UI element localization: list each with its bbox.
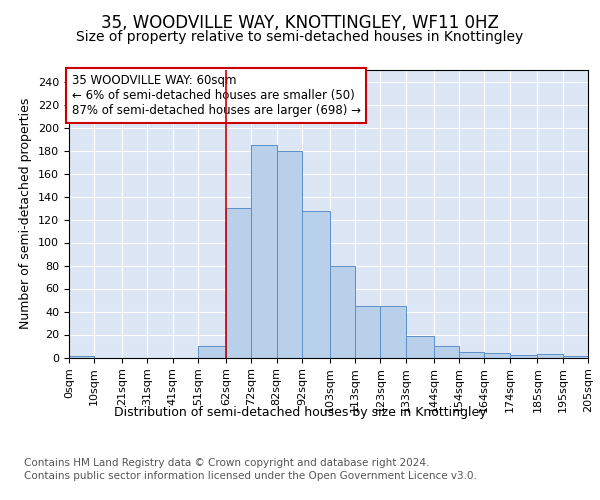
Text: 35, WOODVILLE WAY, KNOTTINGLEY, WF11 0HZ: 35, WOODVILLE WAY, KNOTTINGLEY, WF11 0HZ — [101, 14, 499, 32]
Bar — [330, 266, 355, 358]
Bar — [459, 352, 484, 358]
Bar — [484, 353, 509, 358]
Text: Contains public sector information licensed under the Open Government Licence v3: Contains public sector information licen… — [24, 471, 477, 481]
Bar — [226, 208, 251, 358]
Bar — [406, 336, 434, 357]
Bar — [355, 306, 380, 358]
Bar — [198, 346, 226, 358]
Bar — [251, 145, 277, 358]
Bar — [302, 212, 330, 358]
Text: Contains HM Land Registry data © Crown copyright and database right 2024.: Contains HM Land Registry data © Crown c… — [24, 458, 430, 468]
Bar — [509, 355, 538, 358]
Bar — [434, 346, 459, 358]
Text: Distribution of semi-detached houses by size in Knottingley: Distribution of semi-detached houses by … — [113, 406, 487, 419]
Y-axis label: Number of semi-detached properties: Number of semi-detached properties — [19, 98, 32, 330]
Bar — [277, 150, 302, 358]
Bar — [538, 354, 563, 358]
Bar — [563, 356, 588, 358]
Text: 35 WOODVILLE WAY: 60sqm
← 6% of semi-detached houses are smaller (50)
87% of sem: 35 WOODVILLE WAY: 60sqm ← 6% of semi-det… — [71, 74, 361, 118]
Bar — [69, 356, 94, 358]
Bar — [380, 306, 406, 358]
Text: Size of property relative to semi-detached houses in Knottingley: Size of property relative to semi-detach… — [76, 30, 524, 44]
